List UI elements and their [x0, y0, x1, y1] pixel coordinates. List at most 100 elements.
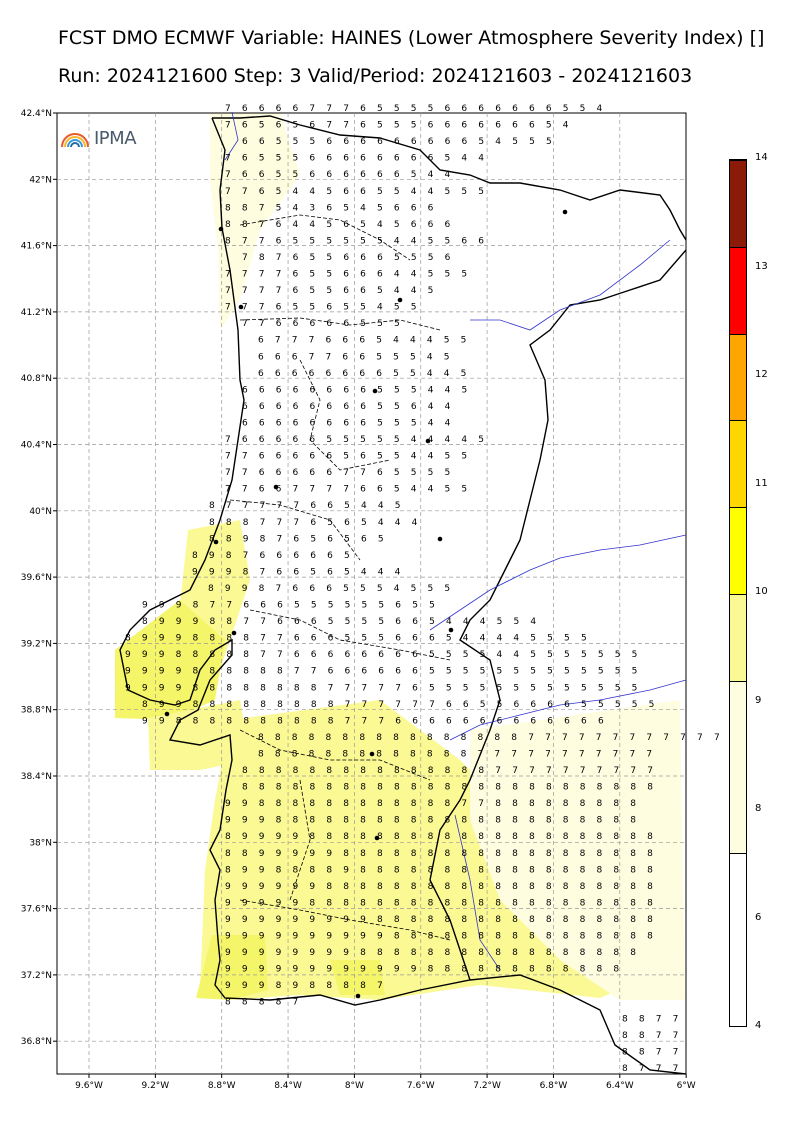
- grid-value-row: 7 6 5 5 5 6 6 6 6 6 6 6 6 5 4 4: [225, 154, 484, 164]
- lat-tick-label: 38.8°N: [21, 706, 52, 716]
- grid-value-row: 8 8 8 8 8 8 8 8 8 8 8 8 8 7 7 7 7 7 7 7 …: [258, 749, 652, 759]
- colorbar-label: 13: [755, 260, 768, 272]
- grid-values: 7 6 6 6 6 7 7 7 6 5 5 5 5 6 6 6 6 6 6 6 …: [125, 104, 720, 1074]
- colorbar-segment: [730, 507, 746, 595]
- grid-value-row: 9 9 9 9 9 9 9 9 9 8 8 8 8 8 8 8 8 8 8 8 …: [225, 915, 653, 925]
- city-marker: [231, 630, 237, 636]
- grid-value-row: 8 8 8 8 8 8 8 8 8 8 8 8 8 8 8 8 8 8 8 8 …: [242, 783, 653, 793]
- colorbar-segment: [730, 160, 746, 247]
- colorbar: [729, 159, 747, 1027]
- lon-tick-label: 9.6°W: [75, 1081, 103, 1091]
- ipma-logo: IPMA: [60, 128, 137, 149]
- lon-axis: 9.6°W 9.2°W 8.8°W 8.4°W 8°W 7.6°W 7.2°W 6.8°W 6.…: [75, 1074, 696, 1091]
- colorbar-segment: [730, 333, 746, 421]
- plot-frame: [56, 112, 687, 1075]
- grid-value-row: 8 7 7 7 7 7 6 6 5 4 4 5: [209, 501, 400, 511]
- district-boundaries: [229, 214, 451, 941]
- border-east: [429, 249, 687, 981]
- colorbar-segment: [730, 246, 746, 334]
- grid-value-row: 8 9 9 9 9 8 8 8 8 8 8 8 8 8 8 8 8 8 8 8 …: [225, 832, 653, 842]
- grid-value-row: 8 8 8 8 8 8 8 8 8 8 8 8 8 8 8 7 7 7 7 7 …: [242, 766, 653, 776]
- grid-value-row: 7 7 6 6 6 6 6 5 6 5 5 4 4 5 5: [225, 452, 467, 462]
- city-marker: [448, 627, 454, 633]
- colorbar-segment: [730, 853, 746, 1026]
- logo-text: IPMA: [94, 128, 137, 149]
- grid-value-row: 9 9 9 8 7 7 6 6 6 5 5 5 5 5 5 6 5 5: [142, 601, 435, 611]
- grid-value-row: 8 7 7 7: [622, 1064, 678, 1074]
- grid-value-row: 8 8 7 7: [622, 1031, 678, 1041]
- grid-value-row: 9 9 9 9 9 9 9 9 9 9 8 8 8 8 8 8 8 8 8 8 …: [225, 932, 653, 942]
- grid-value-row: 8 8 9 8 7 6 5 6 5 6 5: [209, 534, 384, 544]
- lat-tick-label: 39.6°N: [21, 573, 52, 583]
- grid-value-row: 6 6 6 6 6 6 6 6 5 5 5 4 4: [242, 418, 451, 428]
- chart-title: FCST DMO ECMWF Variable: HAINES (Lower A…: [58, 27, 765, 49]
- lat-axis: 42.4°N 42°N 41.6°N 41.2°N 40.8°N 40.4°N 40°N 39…: [21, 109, 57, 1047]
- grid-value-row: 9 9 9 8 8 8 8 8 8 8 8 8 8 8 8 8 8 8 8 8 …: [225, 816, 636, 826]
- colorbar-label: 14: [755, 152, 768, 163]
- border-north: [212, 115, 687, 241]
- field-region-pale-east: [470, 700, 685, 1000]
- city-marker: [213, 539, 219, 545]
- lat-tick-label: 40.8°N: [21, 374, 52, 384]
- gridlines: [57, 113, 686, 1074]
- field-region-yellow-algarve-west: [196, 935, 268, 1000]
- grid-value-row: 7 7 6 5 4 4 5 6 6 5 5 4 4 5 5 5: [225, 187, 484, 197]
- grid-value-row: 7 7 6 6 6 6 6 7 7 6 5 5 5 5: [225, 468, 450, 478]
- colorbar-label: 10: [755, 586, 768, 597]
- grid-value-row: 8 8 8 8 7: [225, 998, 298, 1008]
- grid-value-row: 6 6 6 6 6 6 6 6 5 5 5 4 4 5: [242, 385, 467, 395]
- colorbar-label: 12: [755, 369, 768, 380]
- lat-tick-label: 39.2°N: [21, 639, 52, 649]
- coastline: [119, 115, 687, 1075]
- lon-tick-label: 8°W: [345, 1081, 364, 1091]
- coastline-west: [119, 117, 687, 1075]
- grid-value-row: 6 7 7 7 6 6 6 5 4 4 4 5 5: [258, 336, 466, 346]
- lat-tick-label: 36.8°N: [21, 1037, 52, 1047]
- grid-value-row: 9 9 9 9 8 8 8 8 8 8 8 8 7 7 7 7 7 6 5 5 …: [125, 683, 637, 693]
- lat-tick-label: 37.2°N: [21, 971, 52, 981]
- lat-tick-label: 40°N: [29, 507, 52, 517]
- city-marker: [397, 297, 403, 303]
- grid-value-row: 9 9 9 8 9 8 8 8 8 7: [225, 981, 383, 991]
- grid-value-row: 7 7 7 6 5 5 6 5 5 4 5 5: [225, 303, 416, 313]
- lat-tick-label: 38°N: [29, 838, 52, 848]
- grid-value-row: 9 9 9 8 8 8 8 8 7 7 6 6 6 6 6 6 6 6 5 5 …: [125, 650, 637, 660]
- field-region-yellow-central: [330, 960, 385, 995]
- grid-value-row: 7 6 6 6 6 6 5 5 5 5 5 4 4 4 4 5: [225, 435, 484, 445]
- grid-value-row: 9 9 9 8 7 6 6 5 6 5 4 4 4: [192, 567, 401, 577]
- lon-tick-label: 8.8°W: [208, 1081, 236, 1091]
- colorbar-label: 8: [755, 803, 762, 814]
- grid-value-row: 9 9 9 9 9 9 9 9 9 9 9 9 8 8 8 8 8 8 8 8 …: [225, 965, 619, 975]
- grid-value-row: 8 8 7 7: [622, 1014, 678, 1024]
- grid-value-row: 8 8 7 5 4 3 6 5 4 5 6 6 6: [225, 203, 434, 213]
- grid-value-row: 6 6 5 5 5 6 6 6 6 6 6 6 6 6 5 4 5 5 5: [242, 137, 552, 147]
- lat-tick-label: 38.4°N: [21, 772, 52, 782]
- lon-tick-label: 6.8°W: [540, 1081, 568, 1091]
- city-marker: [562, 209, 568, 215]
- grid-value-row: 8 9 9 8 8 8 8 9 8 8 8 8 8 8 8 8 8 8 8 8 …: [225, 865, 653, 875]
- haines-field: [115, 113, 685, 1000]
- lon-tick-label: 9.2°W: [141, 1081, 169, 1091]
- grid-value-row: 8 8 9 9 9 9 9 8 8 8 8 8 8 8 8 8 8 8 8 8 …: [225, 849, 653, 859]
- grid-value-row: 8 9 9 8 7 6 6 6 5 5 5 4 5 5 5: [208, 584, 450, 594]
- grid-value-row: 7 7 7 7 6 5 5 6 6 5 4 4 5: [225, 286, 433, 296]
- lon-tick-label: 6.4°W: [606, 1081, 634, 1091]
- grid-value-row: 7 7 6 6 7 7 7 7 6 6 5 4 4 5 5: [225, 485, 467, 495]
- grid-value-row: 6 6 6 6 6 6 6 6 5 5 6 4 4: [242, 402, 451, 412]
- city-marker: [437, 536, 443, 542]
- colorbar-label: 9: [755, 694, 762, 706]
- grid-value-row: 6 6 6 7 7 6 6 5 5 5 4 5: [258, 352, 449, 362]
- lon-tick-label: 7.2°W: [473, 1081, 501, 1091]
- grid-value-row: 8 9 9 9 8 8 7 7 6 6 6 5 5 5 5 6 6 5 4 4 …: [142, 617, 536, 627]
- grid-value-row: 8 9 8 7 6 6 6 6 6 5: [192, 551, 350, 561]
- grid-value-row: 8 8 7 7: [622, 1047, 678, 1057]
- grid-value-row: 7 8 7 6 5 5 6 6 6 5 5 5 6: [242, 253, 451, 263]
- lon-tick-label: 7.6°W: [407, 1081, 435, 1091]
- grid-value-row: 9 9 9 9 9 8 8 8 8 8 8 8 8 8 8 8 8 8 8 8 …: [225, 898, 653, 908]
- colorbar-segment: [730, 594, 746, 681]
- rainbow-icon: [61, 132, 89, 147]
- lat-tick-label: 37.6°N: [21, 905, 52, 915]
- city-marker: [164, 711, 170, 717]
- field-region-pale-north: [210, 113, 300, 330]
